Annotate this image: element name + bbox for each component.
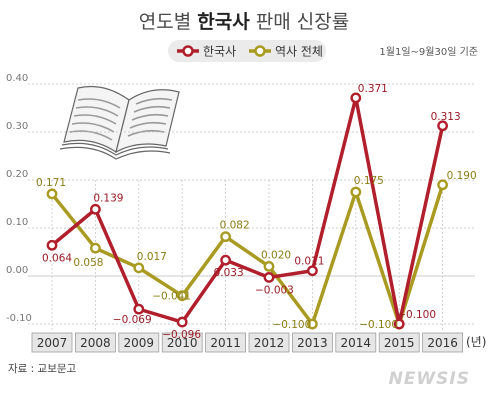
data-label: −0.041 (152, 291, 191, 303)
x-tick-label: 2009 (124, 336, 155, 350)
x-tick-label: 2015 (384, 336, 415, 350)
x-tick-box (118, 332, 160, 353)
data-point (220, 254, 232, 266)
data-point (263, 272, 275, 283)
data-label: 0.175 (354, 175, 384, 187)
data-point (437, 179, 448, 191)
series-line-1 (50, 184, 445, 326)
data-point (220, 231, 232, 243)
series-line-0 (50, 96, 445, 326)
data-label: 0.064 (42, 252, 72, 264)
data-label: 0.017 (137, 251, 167, 263)
data-point (263, 260, 275, 272)
data-point (176, 316, 188, 328)
data-label: 0.082 (220, 220, 250, 232)
data-point (133, 303, 145, 315)
x-tick-box (31, 332, 73, 353)
x-tick-box (335, 332, 377, 353)
data-point (90, 242, 101, 254)
data-label: 0.371 (358, 83, 388, 95)
x-axis: 2007 2008 2009 2010 2011 2012 2013 2014 2015 2016 (31, 332, 464, 353)
data-label: −0.100 (272, 319, 311, 331)
data-label: 0.190 (447, 170, 477, 182)
data-point (46, 188, 58, 200)
data-label: −0.003 (255, 284, 294, 296)
x-tick-label: 2012 (254, 336, 285, 350)
newsis-logo: NEWSIS (389, 369, 470, 389)
y-tick-label: 0.10 (6, 217, 28, 228)
legend-history-total: 역사 전체 (275, 45, 323, 59)
data-label: 0.313 (431, 111, 461, 123)
data-point (46, 239, 58, 251)
x-tick-box (291, 332, 333, 353)
x-tick-label: 2011 (210, 336, 241, 350)
legend-korean-history: 한국사 (203, 45, 236, 59)
x-tick-box (422, 332, 464, 353)
data-label: 0.171 (36, 177, 66, 189)
y-tick-label: 0.00 (6, 265, 28, 276)
x-tick-box (378, 332, 420, 353)
data-label: 0.139 (93, 192, 123, 204)
source-note: 자료 : 교보문고 (8, 363, 77, 375)
data-label: 0.058 (73, 257, 103, 269)
date-range-note: 1월1일~9월30일 기준 (379, 46, 478, 58)
data-point (306, 318, 318, 330)
data-label: 0.011 (294, 256, 324, 268)
x-axis-unit: (년) (466, 335, 486, 349)
y-tick-label: 0.30 (6, 121, 28, 132)
x-tick-label: 2007 (37, 336, 68, 350)
data-label: 0.033 (214, 267, 244, 279)
series-lines (46, 92, 448, 330)
data-label: −0.096 (162, 329, 201, 341)
x-tick-box (75, 332, 116, 353)
y-axis: 0.40 0.30 0.20 0.10 0.00 -0.10 (6, 73, 32, 324)
y-tick-label: 0.20 (6, 169, 28, 180)
x-tick-label: 2014 (341, 336, 372, 350)
data-point (393, 318, 405, 330)
data-point (350, 186, 362, 198)
x-tick-label: 2016 (427, 336, 458, 350)
book-icon (59, 85, 180, 160)
data-label: −0.100 (397, 309, 436, 321)
x-tick-box (248, 332, 290, 353)
data-label: −0.069 (113, 314, 152, 326)
x-tick-box (205, 332, 247, 353)
data-point (90, 203, 101, 215)
data-point (176, 290, 188, 302)
data-point (437, 120, 448, 132)
x-tick-label: 2013 (297, 336, 328, 350)
x-tick-label: 2010 (167, 336, 198, 350)
data-label: −0.100 (359, 319, 398, 331)
legend: 한국사 역사 전체 (168, 40, 326, 62)
x-tick-label: 2008 (80, 336, 111, 350)
y-tick-label: 0.40 (6, 73, 28, 84)
y-tick-label: -0.10 (6, 313, 32, 324)
data-point (350, 92, 362, 104)
x-tick-box (161, 332, 203, 353)
data-point (306, 265, 318, 277)
data-labels: 0.171 0.058 0.017 −0.041 0.082 0.020 −0.100 0.1… (36, 83, 477, 341)
data-label: 0.020 (261, 249, 291, 261)
chart-title: 연도별 한국사 판매 신장률 (139, 11, 349, 33)
data-point (133, 262, 145, 274)
